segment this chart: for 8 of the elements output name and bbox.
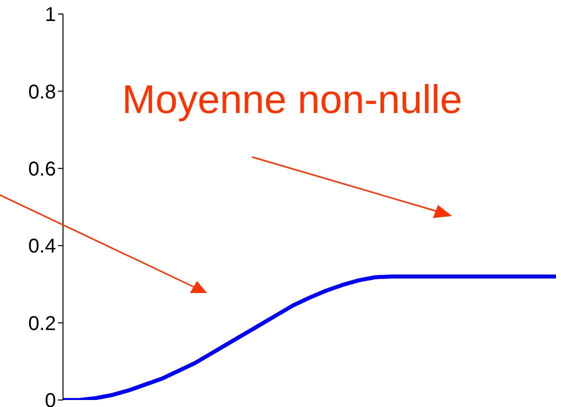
annotation: Moyenne non-nulle [122,78,462,123]
y-tick-label: 0.6 [28,158,56,180]
y-tick-label: 0.2 [28,312,56,335]
y-tick-label: 0.8 [28,81,56,104]
line-series [63,274,556,400]
y-tick-label: 1 [44,4,56,26]
y-tick-label: 0.4 [28,236,56,258]
y-tick-label: 0 [44,390,56,407]
